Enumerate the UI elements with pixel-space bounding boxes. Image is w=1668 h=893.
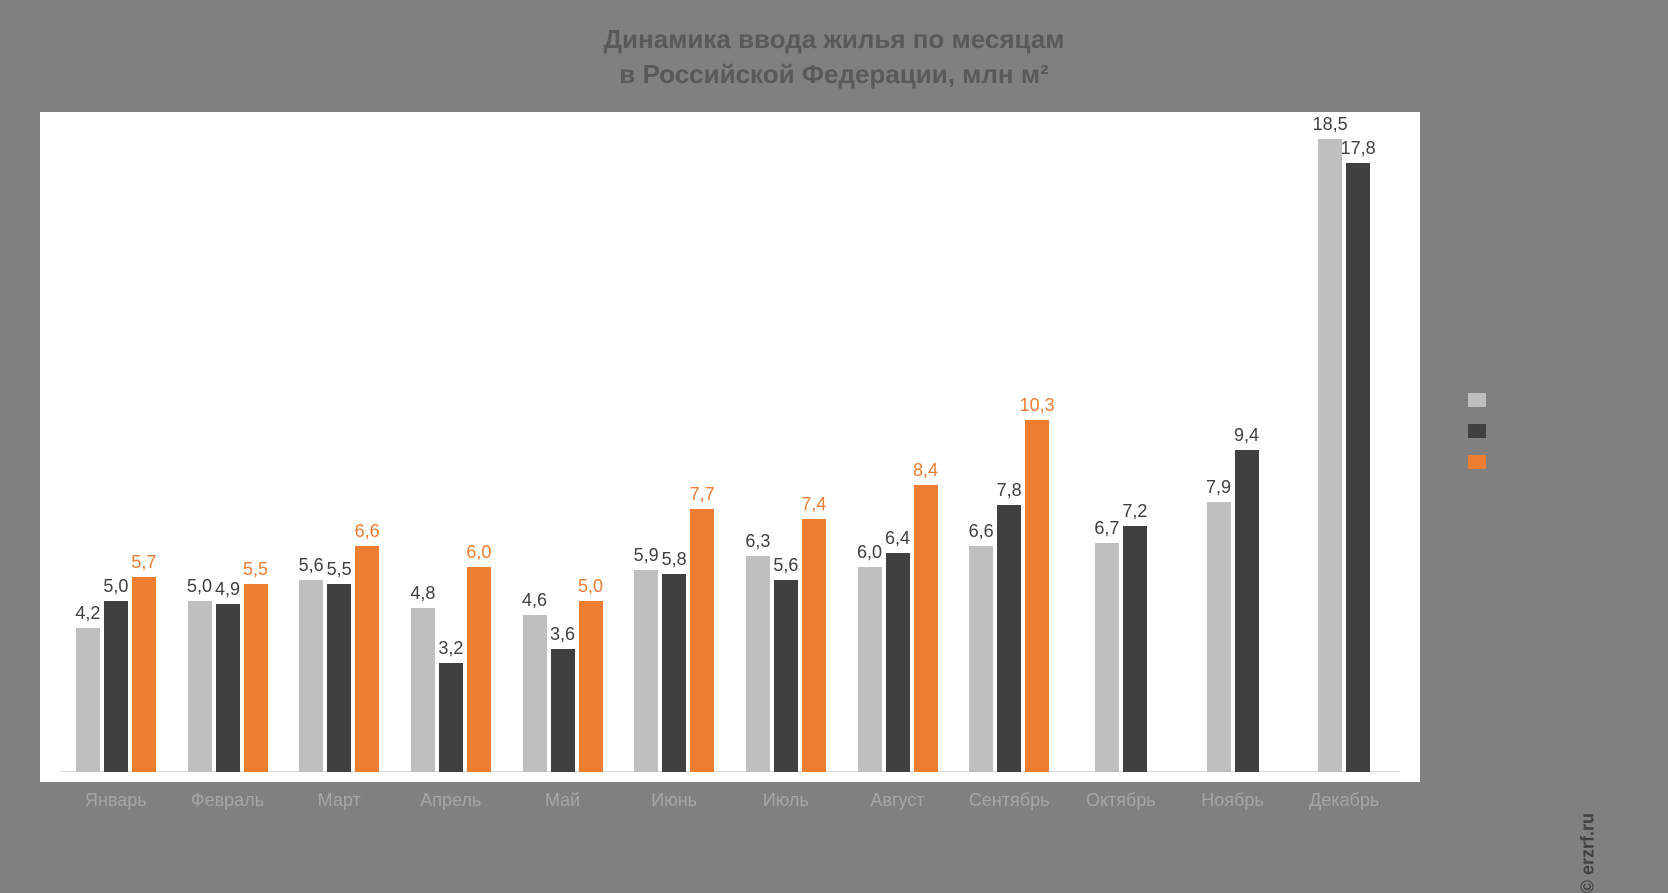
bar <box>662 574 686 772</box>
bar <box>886 553 910 772</box>
bar-value-label: 5,6 <box>299 555 324 576</box>
bar <box>858 567 882 772</box>
x-axis-label: Январь <box>85 790 147 811</box>
bar <box>1207 502 1231 772</box>
x-axis-label: Июнь <box>651 790 697 811</box>
bar <box>216 604 240 772</box>
bar <box>1318 139 1342 772</box>
bar-value-label: 7,8 <box>997 480 1022 501</box>
bar-value-label: 8,4 <box>913 460 938 481</box>
bar <box>439 663 463 772</box>
bar-value-label: 6,6 <box>355 521 380 542</box>
bar-value-label: 9,4 <box>1234 425 1259 446</box>
bar <box>467 567 491 772</box>
bar <box>551 649 575 772</box>
bar-value-label: 6,3 <box>745 531 770 552</box>
bar-value-label: 6,0 <box>466 542 491 563</box>
bar-value-label: 5,6 <box>773 555 798 576</box>
legend: 2019 2020 2021 <box>1468 380 1628 481</box>
bar-value-label: 5,7 <box>131 552 156 573</box>
bar-value-label: 7,9 <box>1206 477 1231 498</box>
bar-value-label: 3,6 <box>550 624 575 645</box>
bar-value-label: 18,5 <box>1313 114 1348 135</box>
bar <box>523 615 547 772</box>
bar-value-label: 5,0 <box>578 576 603 597</box>
x-axis-label: Сентябрь <box>969 790 1050 811</box>
legend-item: 2021 <box>1468 450 1628 473</box>
x-axis-label: Октябрь <box>1086 790 1156 811</box>
source-watermark: © erzrf.ru <box>1577 813 1598 893</box>
x-axis-label: Август <box>870 790 924 811</box>
bar-value-label: 5,5 <box>243 559 268 580</box>
chart-title-line2: в Российской Федерации, млн м² <box>619 59 1048 89</box>
bar <box>802 519 826 772</box>
bar-value-label: 5,0 <box>103 576 128 597</box>
chart-title: Динамика ввода жилья по месяцам в Россий… <box>0 0 1668 92</box>
bar-value-label: 6,4 <box>885 528 910 549</box>
bar-value-label: 7,2 <box>1122 501 1147 522</box>
bar-value-label: 4,9 <box>215 579 240 600</box>
bar <box>76 628 100 772</box>
bar-value-label: 10,3 <box>1020 395 1055 416</box>
chart-area: 4,25,05,75,04,95,55,65,56,64,83,26,04,63… <box>40 112 1420 782</box>
chart-title-line1: Динамика ввода жилья по месяцам <box>603 24 1064 54</box>
bar-value-label: 4,2 <box>75 603 100 624</box>
bar <box>1123 526 1147 772</box>
bar-value-label: 3,2 <box>438 638 463 659</box>
bar-value-label: 6,6 <box>969 521 994 542</box>
legend-item: 2020 <box>1468 419 1628 442</box>
bar-value-label: 6,7 <box>1094 518 1119 539</box>
x-axis-label: Февраль <box>191 790 264 811</box>
x-axis-label: Ноябрь <box>1201 790 1263 811</box>
bar <box>1095 543 1119 772</box>
bar <box>969 546 993 772</box>
bar <box>634 570 658 772</box>
x-axis-labels: Январь Февраль Март Апрель Май Июнь Июль Август… <box>40 790 1420 830</box>
bar <box>299 580 323 772</box>
legend-item: 2019 <box>1468 388 1628 411</box>
bar <box>690 509 714 772</box>
bar-value-label: 4,8 <box>410 583 435 604</box>
legend-label: 2019 <box>1496 388 1541 411</box>
bar <box>355 546 379 772</box>
bar <box>914 485 938 772</box>
bar <box>997 505 1021 772</box>
bar-value-label: 5,8 <box>662 549 687 570</box>
bar-value-label: 4,6 <box>522 590 547 611</box>
bar <box>774 580 798 772</box>
bar <box>188 601 212 772</box>
bar-value-label: 17,8 <box>1341 138 1376 159</box>
bar-value-label: 5,9 <box>634 545 659 566</box>
bar <box>104 601 128 772</box>
bar <box>746 556 770 772</box>
bar-value-label: 5,0 <box>187 576 212 597</box>
bar <box>579 601 603 772</box>
x-axis-label: Май <box>545 790 580 811</box>
plot-area: 4,25,05,75,04,95,55,65,56,64,83,26,04,63… <box>60 122 1400 772</box>
bar-value-label: 7,7 <box>690 484 715 505</box>
bar-value-label: 6,0 <box>857 542 882 563</box>
x-axis-label: Апрель <box>420 790 481 811</box>
bar <box>244 584 268 772</box>
bar <box>132 577 156 772</box>
x-axis-label: Декабрь <box>1309 790 1379 811</box>
legend-swatch <box>1468 455 1486 469</box>
x-axis-label: Март <box>318 790 361 811</box>
bar <box>1346 163 1370 772</box>
legend-label: 2021 <box>1496 450 1541 473</box>
bar-value-label: 7,4 <box>801 494 826 515</box>
bar <box>411 608 435 772</box>
x-axis-label: Июль <box>763 790 809 811</box>
legend-swatch <box>1468 424 1486 438</box>
bar <box>1235 450 1259 772</box>
legend-label: 2020 <box>1496 419 1541 442</box>
legend-swatch <box>1468 393 1486 407</box>
bar <box>327 584 351 772</box>
bar-value-label: 5,5 <box>327 559 352 580</box>
bar <box>1025 420 1049 772</box>
